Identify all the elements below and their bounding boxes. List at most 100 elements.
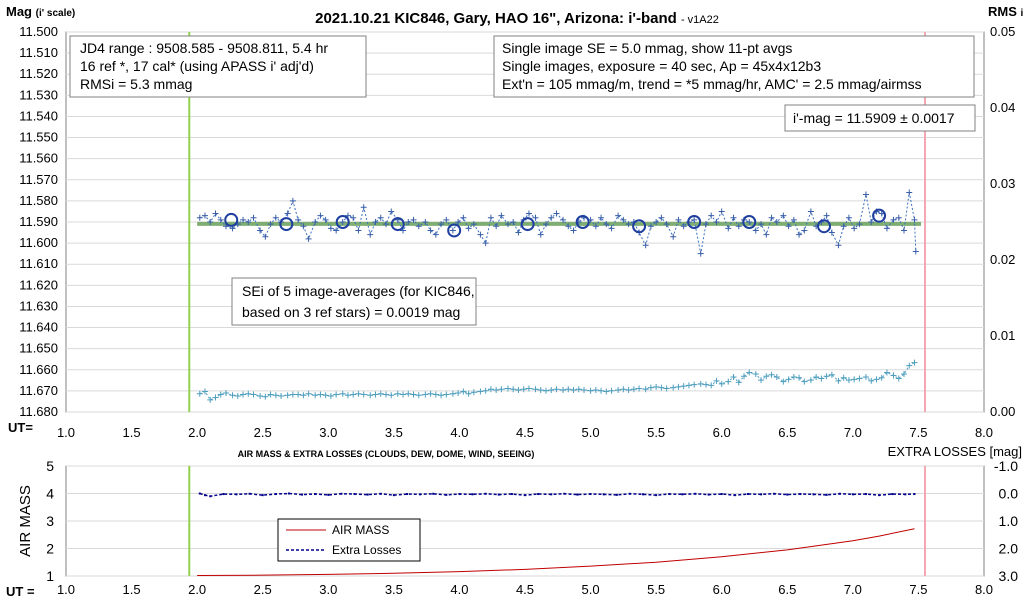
- average-mark: [335, 215, 350, 229]
- single-image-mark: [438, 221, 445, 228]
- airmass-title: AIR MASS & EXTRA LOSSES (CLOUDS, DEW, DO…: [238, 449, 535, 459]
- airmass-vertical-markers: [188, 466, 926, 576]
- single-image-mark: [295, 216, 302, 223]
- single-image-mark: [663, 221, 670, 228]
- single-image-mark: [388, 208, 395, 215]
- single-image-mark: [697, 250, 704, 257]
- extra-losses-mark: [636, 385, 643, 392]
- airmass-x-tick-label: 4.5: [516, 582, 534, 597]
- average-mark: [632, 219, 647, 234]
- extra-losses-series-mark: [366, 493, 369, 496]
- extra-losses-mark: [851, 376, 858, 383]
- extra-losses-series-mark: [838, 492, 841, 495]
- single-image-mark: [708, 212, 715, 219]
- airmass-x-tick-label: 6.0: [713, 582, 731, 597]
- airmass-x-tick-label: 5.5: [647, 582, 665, 597]
- extra-losses-mark: [432, 391, 439, 398]
- extra-losses-mark: [493, 386, 500, 393]
- single-image-mark: [262, 233, 269, 240]
- extra-losses-mark: [675, 383, 682, 390]
- extra-losses-mark: [730, 374, 737, 381]
- airmass-y-tick-label: 2: [46, 541, 54, 557]
- single-image-mark: [515, 229, 522, 236]
- main-y2-tick-label: 0.01: [990, 328, 1015, 343]
- extra-losses-mark: [262, 393, 269, 400]
- extra-losses-mark: [327, 393, 334, 400]
- single-image-mark: [658, 214, 665, 221]
- single-image-mark: [785, 223, 792, 230]
- extra-losses-mark: [548, 386, 555, 393]
- extra-losses-mark: [510, 386, 517, 393]
- single-image-mark: [537, 231, 544, 238]
- single-image-mark: [367, 231, 374, 238]
- single-image-mark: [372, 219, 379, 225]
- extra-losses-mark: [890, 372, 897, 379]
- average-marks: [224, 208, 887, 238]
- single-image-mark: [305, 235, 312, 242]
- main-y-tick-label: 11.500: [19, 24, 58, 39]
- single-image-mark: [790, 216, 797, 223]
- extra-losses-series-mark: [379, 492, 382, 495]
- single-image-mark: [350, 214, 357, 221]
- single-image-mark: [862, 191, 869, 198]
- single-image-mark: [339, 219, 346, 225]
- extra-losses-mark: [427, 390, 434, 397]
- main-y2-tick-labels: 0.00 0.01 0.02 0.03 0.04 0.05: [990, 24, 1015, 419]
- extra-losses-marks: [196, 359, 918, 403]
- extra-losses-series-mark: [786, 493, 789, 496]
- single-image-mark: [911, 216, 918, 223]
- airmass-gridlines: [66, 465, 984, 577]
- extra-losses-series-mark: [524, 494, 526, 497]
- extra-losses-series-mark: [615, 493, 618, 496]
- extra-losses-mark: [663, 385, 670, 392]
- extra-losses-mark: [741, 373, 748, 380]
- extra-losses-mark: [465, 390, 472, 397]
- single-image-mark: [752, 227, 759, 234]
- extra-losses-mark: [901, 371, 908, 377]
- extra-losses-mark: [725, 378, 732, 385]
- airmass-y2-tick-label: -1.0: [994, 458, 1018, 474]
- single-image-mark: [883, 225, 890, 232]
- extra-losses-series-mark: [510, 493, 513, 496]
- single-image-mark: [257, 227, 264, 234]
- extra-losses-series-mark: [681, 493, 684, 496]
- info-box-exposure: Single image SE = 5.0 mmag, show 11-pt a…: [493, 35, 975, 98]
- main-x-tick-label: 4.5: [516, 425, 534, 440]
- extra-losses-series-mark: [405, 493, 408, 496]
- extra-losses-mark: [565, 386, 572, 393]
- extra-losses-mark: [400, 391, 407, 398]
- extra-losses-mark: [410, 391, 417, 398]
- extra-losses-series-mark: [812, 493, 815, 496]
- single-image-mark: [355, 227, 362, 234]
- single-image-mark: [653, 219, 660, 225]
- info-box-mag-line: i'-mag = 11.5909 ± 0.0017: [793, 110, 955, 126]
- extra-losses-mark: [818, 375, 825, 382]
- single-image-mark: [851, 225, 858, 232]
- single-image-mark: [890, 216, 897, 223]
- main-y-tick-label: 11.640: [19, 320, 58, 335]
- extra-losses-mark: [333, 391, 340, 398]
- single-image-mark: [422, 219, 429, 225]
- extra-losses-mark: [240, 391, 247, 398]
- single-image-mark: [405, 219, 412, 225]
- single-image-mark: [801, 227, 808, 234]
- single-image-mark: [735, 223, 742, 230]
- extra-losses-series-mark: [432, 492, 435, 495]
- extra-losses-mark: [482, 387, 489, 394]
- airmass-x-tick-label: 1.0: [57, 582, 75, 597]
- extra-losses-mark: [229, 392, 236, 399]
- single-image-mark: [482, 240, 489, 247]
- extra-losses-mark: [422, 391, 429, 398]
- info-box-jd-line: 16 ref *, 17 cal* (using APASS i' adj'd): [80, 58, 314, 74]
- extra-losses-mark: [455, 390, 462, 396]
- extra-losses-mark: [653, 383, 660, 390]
- extra-losses-series-mark: [353, 493, 356, 496]
- legend-frame: [277, 518, 421, 562]
- single-image-mark: [845, 214, 852, 221]
- extra-losses-mark: [785, 376, 792, 383]
- airmass-x-tick-label: 3.5: [385, 582, 403, 597]
- main-x-tick-label: 4.0: [450, 425, 468, 440]
- extra-losses-mark: [856, 375, 863, 382]
- extra-losses-series-mark: [550, 493, 553, 496]
- extra-losses-mark: [862, 374, 869, 381]
